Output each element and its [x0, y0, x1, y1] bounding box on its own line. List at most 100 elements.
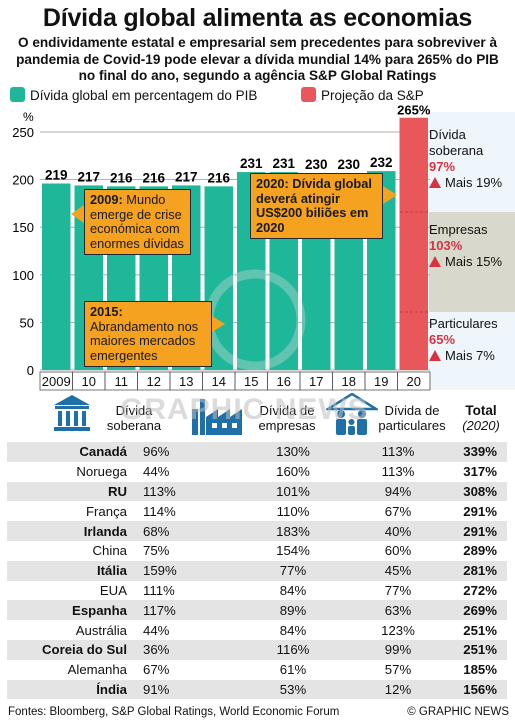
panel-household-change-text: Mais 7% — [445, 348, 495, 363]
y-tick-label: 100 — [12, 268, 34, 283]
x-tick-label: 14 — [212, 374, 226, 389]
table-header: Dívida soberana Dívida de empresas Dívid… — [0, 391, 515, 441]
note-2009: 2009: Mundo emerge de crise económica co… — [84, 189, 191, 255]
legend-swatch-actual — [10, 87, 25, 102]
row-sovereign-debt: 68% — [131, 521, 237, 541]
note-2015: 2015: Abrandamento nos maiores mercados … — [84, 301, 212, 367]
legend-swatch-projection — [301, 87, 316, 102]
row-corporate-debt: 89% — [237, 600, 349, 621]
panel-household-label: Particulares — [429, 316, 498, 331]
y-tick-label: 50 — [20, 315, 34, 330]
table-row: França 114% 110% 67% 291% — [7, 501, 507, 521]
legend-label-actual: Dívida global em percentagem do PIB — [30, 88, 258, 103]
col-header-corporate: Dívida de empresas — [258, 403, 316, 433]
family-icon — [326, 393, 378, 435]
row-corporate-debt: 53% — [237, 679, 349, 700]
chart-x-ticks: 2009 10 11 12 13 14 15 16 17 18 19 20 — [39, 371, 431, 391]
note-2009-pointer — [71, 205, 84, 223]
x-tick-label: 16 — [277, 374, 291, 389]
col-header-sovereign: Dívida soberana — [106, 403, 162, 433]
chart-y-ticks: 0 50 100 150 200 250 — [12, 125, 34, 378]
bar-value-label: 219 — [45, 168, 68, 183]
credit: © GRAPHIC NEWS — [407, 706, 509, 718]
row-country: RU — [7, 481, 131, 502]
x-tick-label: 19 — [374, 374, 388, 389]
row-country: Índia — [7, 679, 131, 700]
y-tick-label: 0 — [27, 363, 34, 378]
row-household-debt: 123% — [381, 622, 415, 638]
panel-corporate-change-text: Mais 15% — [445, 254, 503, 269]
up-triangle-icon — [429, 350, 441, 361]
row-country: Austrália — [75, 622, 127, 638]
table-row: Austrália 44% 84% 123% 251% — [7, 620, 507, 640]
table-row: Canadá 96% 130% 113% 339% — [7, 442, 507, 462]
row-total-debt: 272% — [463, 582, 497, 598]
row-total-debt: 269% — [447, 600, 507, 621]
bar-value-label: 230 — [337, 157, 360, 172]
bar — [399, 117, 428, 370]
col-header-total-sub: (2020) — [462, 418, 500, 433]
note-2015-year: 2015: — [90, 304, 123, 319]
table-row: China 75% 154% 60% 289% — [7, 541, 507, 561]
x-tick-label: 15 — [244, 374, 258, 389]
row-sovereign-debt: 75% — [143, 543, 170, 559]
x-tick-label: 11 — [115, 374, 129, 389]
panel-corporate-pct: 103% — [429, 238, 463, 253]
bar-value-label: 232 — [370, 155, 393, 170]
row-total-debt: 339% — [447, 442, 507, 462]
bar-value-label: 216 — [142, 170, 165, 185]
row-household-debt: 45% — [349, 560, 447, 581]
x-tick-label: 18 — [342, 374, 356, 389]
panel-sovereign: Dívida soberana 97% Mais 19% — [429, 127, 515, 191]
note-2015-pointer — [212, 316, 225, 332]
bar-value-label: 217 — [175, 169, 198, 184]
y-axis-unit: % — [23, 110, 34, 124]
page-subtitle: O endividamente estatal e empresarial se… — [16, 35, 499, 83]
row-country: EUA — [99, 582, 127, 598]
panel-sovereign-change: Mais 19% — [429, 175, 515, 191]
row-total-debt: 289% — [463, 543, 497, 559]
row-household-debt: 57% — [384, 662, 412, 678]
row-corporate-debt: 77% — [237, 560, 349, 581]
panel-household-bg — [429, 312, 515, 390]
row-total-debt: 281% — [447, 560, 507, 581]
table-row: Alemanha 67% 61% 57% 185% — [7, 660, 507, 680]
row-country: China — [92, 543, 127, 559]
row-corporate-debt: 110% — [276, 503, 310, 519]
table-row: EUA 111% 84% 77% 272% — [7, 581, 507, 601]
table-row: Noruega 44% 160% 113% 317% — [7, 462, 507, 482]
debt-table-body: Canadá 96% 130% 113% 339% Noruega 44% 160% 113% 3… — [7, 442, 507, 700]
row-household-debt: 60% — [384, 543, 412, 559]
col-header-total: Total — [465, 403, 497, 418]
bar-value-label: 265% — [397, 103, 431, 118]
panel-household-pct: 65% — [429, 332, 456, 347]
bar-value-label: 230 — [305, 157, 328, 172]
panel-sovereign-bg — [429, 112, 515, 212]
legend-projection: Projeção da S&P — [301, 87, 424, 103]
row-corporate-debt: 154% — [276, 543, 310, 559]
row-country: Espanha — [7, 600, 131, 621]
note-2020-pointer — [383, 186, 397, 204]
row-sovereign-debt: 113% — [131, 481, 237, 502]
row-sovereign-debt: 114% — [143, 503, 176, 519]
row-sovereign-debt: 96% — [131, 442, 237, 462]
row-corporate-debt: 116% — [237, 639, 349, 660]
row-corporate-debt: 101% — [237, 481, 349, 502]
bar-value-label: 216 — [110, 170, 133, 185]
table-row: Espanha 117% 89% 63% 269% — [7, 600, 507, 621]
bar — [42, 183, 71, 370]
x-tick-label: 2009 — [42, 374, 71, 389]
row-sovereign-debt: 44% — [143, 622, 170, 638]
panel-sovereign-change-text: Mais 19% — [445, 175, 503, 190]
page-title: Dívida global alimenta as economias — [42, 4, 473, 32]
row-sovereign-debt: 44% — [143, 464, 170, 480]
panel-corporate-label: Empresas — [429, 222, 488, 237]
panel-household-change: Mais 7% — [429, 348, 515, 364]
row-total-debt: 185% — [463, 662, 497, 678]
x-tick-label: 13 — [179, 374, 193, 389]
row-corporate-debt: 84% — [279, 622, 307, 638]
col-header-household: Dívida de particulares — [378, 403, 446, 433]
row-country: Noruega — [76, 464, 127, 480]
legend-label-projection: Projeção da S&P — [321, 88, 424, 103]
panel-household: Particulares 65% Mais 7% — [429, 316, 515, 364]
